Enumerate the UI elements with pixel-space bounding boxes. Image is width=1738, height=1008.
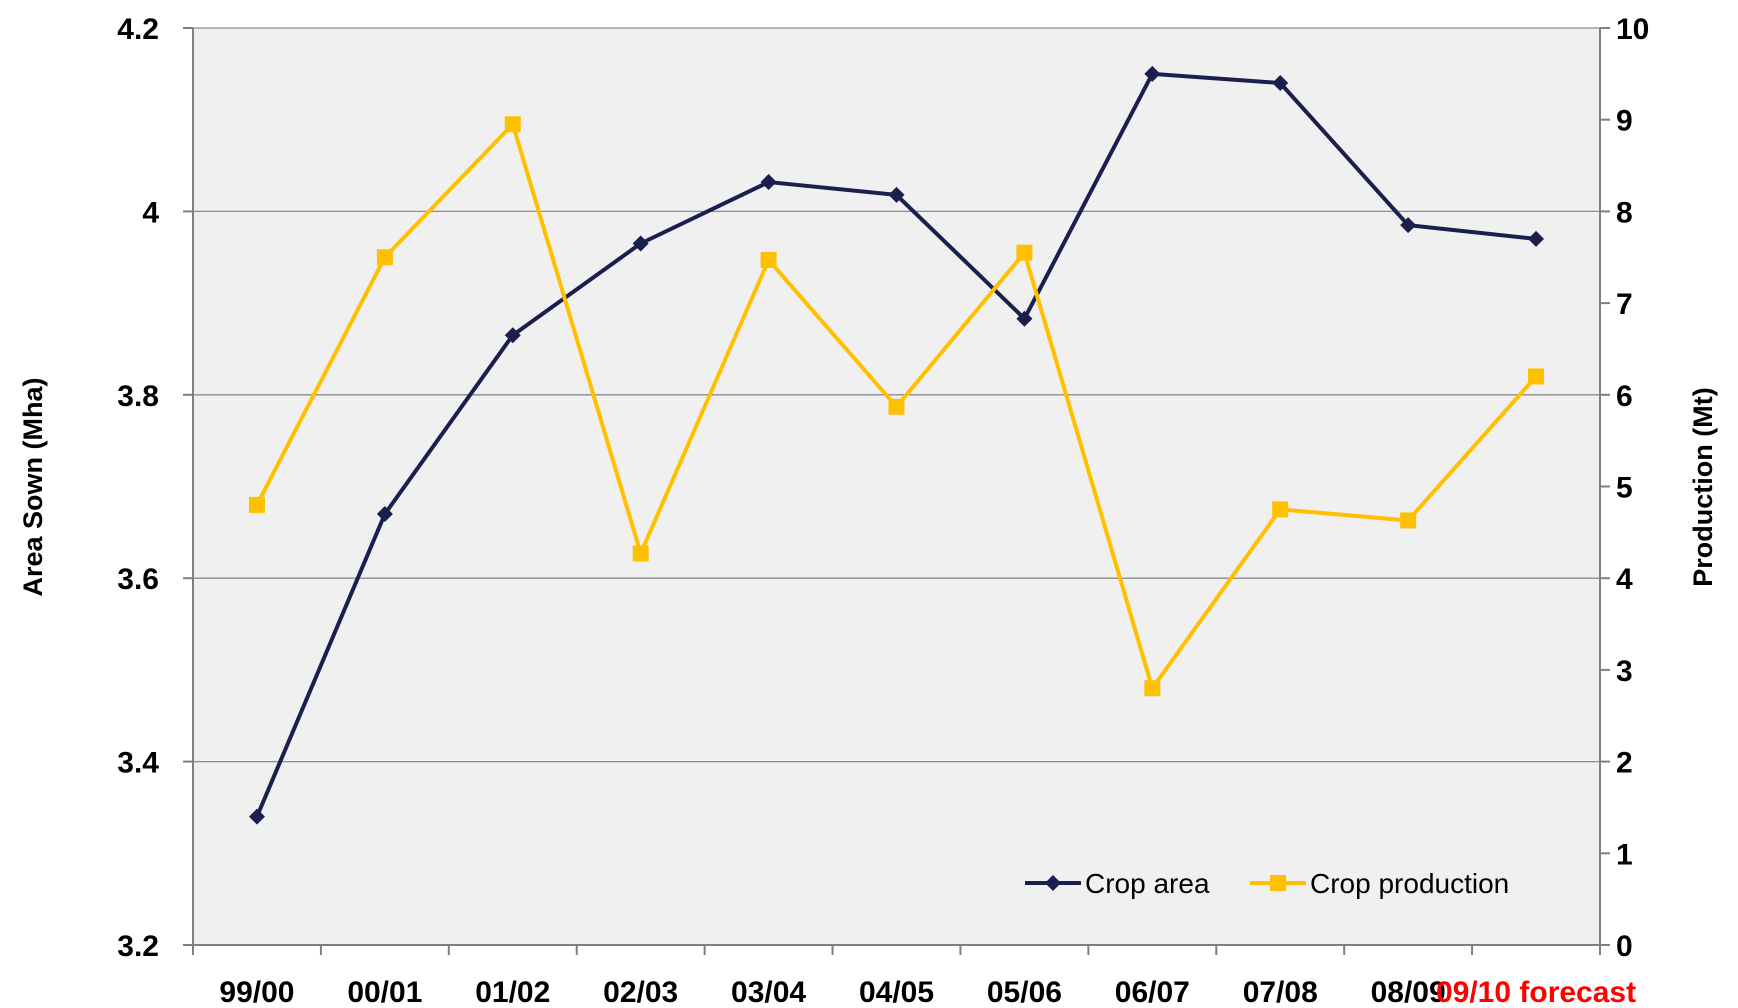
data-point (760, 252, 777, 269)
right-tick-label: 3 (1616, 655, 1633, 688)
series-layer (248, 65, 1545, 825)
x-tick-label: 04/05 (859, 976, 934, 1008)
data-point (1016, 244, 1033, 261)
data-point (1528, 368, 1545, 385)
x-tick-label: 02/03 (603, 976, 678, 1008)
right-tick-label: 7 (1616, 288, 1633, 321)
data-point (1272, 501, 1289, 518)
right-tick-label: 9 (1616, 105, 1633, 138)
data-point (1144, 65, 1161, 82)
right-axis-ticks: 0 1 2 3 4 5 6 7 8 9 10 (1600, 13, 1649, 963)
data-point (248, 808, 265, 825)
x-tick-label: 03/04 (731, 976, 806, 1008)
x-tick-label: 01/02 (475, 976, 550, 1008)
data-point (760, 174, 777, 191)
data-point (1400, 217, 1417, 234)
x-tick-label: 06/07 (1115, 976, 1190, 1008)
data-point (376, 249, 393, 266)
legend-item-2: Crop production (1250, 868, 1509, 899)
data-point (632, 545, 649, 562)
data-point (1016, 310, 1033, 327)
right-tick-label: 0 (1616, 930, 1633, 963)
legend: Crop area Crop production (1025, 868, 1509, 899)
right-tick-label: 8 (1616, 196, 1633, 229)
data-point (632, 235, 649, 252)
x-tick-label: 09/10 forecast (1436, 976, 1636, 1008)
data-point (888, 186, 905, 203)
data-point (1528, 230, 1545, 247)
legend-item-1: Crop area (1025, 868, 1210, 899)
x-tick-label: 99/00 (219, 976, 294, 1008)
right-tick-label: 5 (1616, 472, 1633, 505)
left-tick-label: 4 (142, 196, 159, 229)
right-tick-label: 2 (1616, 747, 1633, 780)
left-tick-label: 4.2 (117, 13, 159, 46)
legend-label: Crop production (1310, 868, 1509, 899)
left-tick-label: 3.6 (117, 563, 159, 596)
x-axis-ticks: 99/00 00/01 01/02 02/03 03/04 04/05 05/06 06/07… (192, 945, 1636, 1008)
right-tick-label: 1 (1616, 838, 1633, 871)
x-tick-label: 00/01 (347, 976, 422, 1008)
left-axis-ticks: 3.2 3.4 3.6 3.8 4 4.2 (117, 13, 193, 963)
left-tick-label: 3.2 (117, 930, 159, 963)
data-point (248, 496, 265, 513)
legend-label: Crop area (1085, 868, 1210, 899)
right-axis-title: Production (Mt) (1688, 387, 1718, 586)
data-point (888, 398, 905, 415)
plot-area (193, 28, 1600, 945)
right-tick-label: 10 (1616, 13, 1649, 46)
data-point (1272, 75, 1289, 92)
left-axis-title: Area Sown (Mha) (18, 377, 48, 596)
x-tick-label: 08/09 (1371, 976, 1446, 1008)
left-tick-label: 3.8 (117, 380, 159, 413)
series-1 (248, 65, 1545, 825)
legend-swatch-marker (1045, 875, 1061, 891)
x-tick-label: 05/06 (987, 976, 1062, 1008)
right-tick-label: 4 (1616, 563, 1633, 596)
legend-swatch-marker (1270, 875, 1286, 891)
left-tick-label: 3.4 (117, 747, 159, 780)
data-point (504, 327, 521, 344)
series-2 (248, 116, 1545, 697)
data-point (504, 116, 521, 133)
right-tick-label: 6 (1616, 380, 1633, 413)
data-point (1400, 512, 1417, 529)
data-point (376, 506, 393, 523)
x-tick-label: 07/08 (1243, 976, 1318, 1008)
data-point (1144, 680, 1161, 697)
